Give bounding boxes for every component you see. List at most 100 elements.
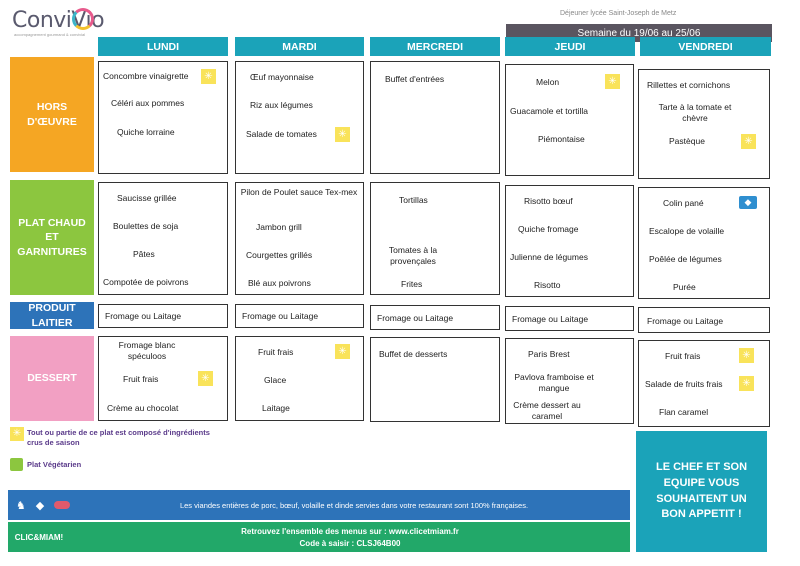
clic-et-miam-logo: CLIC&MIAM! (8, 522, 70, 552)
dish: Fromage ou Laitage (105, 311, 182, 321)
category-plat-chaud: PLAT CHAUD ET GARNITURES (10, 180, 94, 295)
menu-location: Déjeuner lycée Saint-Joseph de Metz (560, 10, 677, 17)
legend-sun-icon: ✳ (10, 427, 24, 441)
category-hors-doeuvre: HORS D'ŒUVRE (10, 57, 94, 172)
dish: Céléri aux pommes (111, 98, 185, 108)
dish: Fromage ou Laitage (512, 314, 589, 324)
sun-icon: ✳ (741, 134, 756, 149)
dish: Julienne de légumes (510, 252, 588, 262)
cow-icon: ♞ (15, 499, 26, 512)
cell-laitier-lundi: Fromage ou Laitage (98, 304, 228, 328)
dish: Colin pané (663, 198, 704, 208)
dish: Fruit frais (665, 351, 701, 361)
cell-hors-mercredi: Buffet d'entrées (370, 61, 500, 174)
dish: Fruit frais (258, 347, 294, 357)
dish: Glace (264, 375, 287, 385)
dish: Compotée de poivrons (103, 277, 189, 287)
dish: Laitage (262, 403, 290, 413)
cell-plat-jeudi: Risotto bœuf Quiche fromage Julienne de … (505, 185, 634, 297)
day-header-mercredi: MERCREDI (370, 37, 500, 56)
cell-dessert-mardi: Fruit frais ✳ Glace Laitage (235, 336, 364, 421)
cell-laitier-mardi: Fromage ou Laitage (235, 304, 364, 328)
dish: Blé aux poivrons (248, 278, 311, 288)
cell-plat-mardi: Pilon de Poulet sauce Tex-mex Jambon gri… (235, 182, 364, 295)
cell-dessert-lundi: Fromage blanc spéculoos Fruit frais ✳ Cr… (98, 336, 228, 421)
sun-icon: ✳ (739, 376, 754, 391)
dish: Tortillas (399, 195, 428, 205)
dish: Melon (536, 77, 560, 87)
category-dessert: DESSERT (10, 336, 94, 421)
cell-hors-jeudi: Melon ✳ Guacamole et tortilla Piémontais… (505, 64, 634, 176)
cell-hors-mardi: Œuf mayonnaise Riz aux légumes Salade de… (235, 61, 364, 174)
dish: Risotto bœuf (524, 196, 573, 206)
dish: Riz aux légumes (250, 100, 313, 110)
meat-origin-banner: Les viandes entières de porc, bœuf, vola… (78, 490, 630, 520)
dish: Rillettes et cornichons (647, 80, 731, 90)
menus-code-text: Code à saisir : CLSJ64B00 (299, 538, 401, 548)
cell-dessert-mercredi: Buffet de desserts (370, 337, 500, 422)
logo-arc-icon (72, 8, 94, 30)
menus-banner: Retrouvez l'ensemble des menus sur : www… (70, 522, 630, 552)
sun-icon: ✳ (739, 348, 754, 363)
category-produit-laitier: PRODUIT LAITIER (10, 302, 94, 329)
fish-icon: ◆ (739, 196, 757, 209)
dish: Risotto (534, 280, 561, 290)
cell-plat-vendredi: Colin pané ◆ Escalope de volaille Poêlée… (638, 187, 770, 299)
dish: Œuf mayonnaise (250, 72, 314, 82)
sun-icon: ✳ (198, 371, 213, 386)
dish: Pâtes (133, 249, 155, 259)
dish: Buffet de desserts (379, 349, 448, 359)
dish: Paris Brest (528, 349, 570, 359)
legend-vegetarien: Plat Végétarien (27, 460, 82, 469)
meat-origin-icons: ♞ ◆ (8, 490, 78, 520)
dish: Piémontaise (538, 134, 585, 144)
day-header-lundi: LUNDI (98, 37, 228, 56)
sun-icon: ✳ (605, 74, 620, 89)
sun-icon: ✳ (335, 344, 350, 359)
dish: Fromage blanc spéculoos (118, 340, 176, 362)
cell-hors-vendredi: Rillettes et cornichons Tarte à la tomat… (638, 69, 770, 179)
dish: Tarte à la tomate et chèvre (658, 102, 732, 124)
dish: Courgettes grillés (246, 250, 313, 260)
dish: Buffet d'entrées (385, 74, 445, 84)
dish: Fromage ou Laitage (242, 311, 319, 321)
day-header-vendredi: VENDREDI (640, 37, 771, 56)
dish: Quiche fromage (518, 224, 579, 234)
pig-icon (54, 501, 71, 509)
dish: Poêlée de légumes (649, 254, 722, 264)
dish: Boulettes de soja (113, 221, 179, 231)
cell-plat-mercredi: Tortillas Tomates à la provençales Frite… (370, 182, 500, 295)
menus-link-text[interactable]: Retrouvez l'ensemble des menus sur : www… (241, 527, 459, 536)
cell-laitier-mercredi: Fromage ou Laitage (370, 305, 500, 330)
cell-laitier-vendredi: Fromage ou Laitage (638, 307, 770, 333)
dish: Concombre vinaigrette (103, 71, 189, 81)
dish: Fromage ou Laitage (647, 316, 724, 326)
logo-subtitle: accompagnement gourmand & convivial (14, 32, 86, 37)
leaf-icon (10, 458, 23, 471)
dish: Guacamole et tortilla (510, 106, 588, 116)
cell-dessert-vendredi: Fruit frais ✳ Salade de fruits frais ✳ F… (638, 340, 770, 427)
dish: Escalope de volaille (649, 226, 725, 236)
dish: Pavlova framboise et mangue (514, 372, 594, 394)
legend-saison: Tout ou partie de ce plat est composé d'… (27, 428, 210, 447)
sun-icon: ✳ (335, 127, 350, 142)
cell-dessert-jeudi: Paris Brest Pavlova framboise et mangue … (505, 338, 634, 424)
cell-plat-lundi: Saucisse grillée Boulettes de soja Pâtes… (98, 182, 228, 295)
dish: Fruit frais (123, 374, 159, 384)
dish: Pastèque (669, 136, 705, 146)
chicken-icon: ◆ (35, 499, 45, 512)
cell-hors-lundi: Concombre vinaigrette ✳ Céléri aux pomme… (98, 61, 228, 174)
day-header-mardi: MARDI (235, 37, 364, 56)
dish: Saucisse grillée (117, 193, 177, 203)
dish: Fromage ou Laitage (377, 313, 454, 323)
cell-laitier-jeudi: Fromage ou Laitage (505, 306, 634, 331)
dish: Flan caramel (659, 407, 709, 417)
dish: Purée (673, 282, 696, 292)
dish: Salade de fruits frais (645, 379, 723, 389)
dish: Jambon grill (256, 222, 302, 232)
dish: Quiche lorraine (117, 127, 175, 137)
day-header-jeudi: JEUDI (505, 37, 635, 56)
dish: Crème dessert au caramel (513, 400, 581, 422)
dish: Salade de tomates (246, 129, 317, 139)
sun-icon: ✳ (201, 69, 216, 84)
